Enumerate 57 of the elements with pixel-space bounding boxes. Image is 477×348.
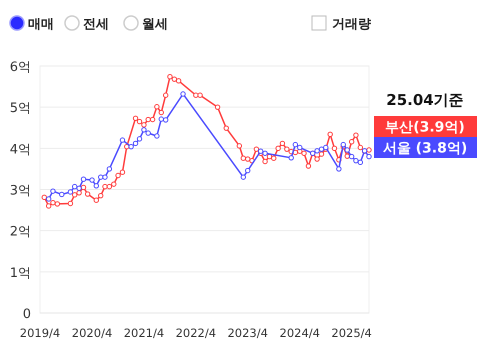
point: [128, 144, 134, 150]
point: [162, 117, 168, 123]
point: [348, 154, 354, 160]
point: [336, 166, 342, 172]
point: [288, 155, 294, 160]
x-tick-label: 2019/4: [20, 326, 60, 340]
point: [314, 148, 320, 154]
point: [68, 189, 74, 195]
text: 매매: [28, 17, 54, 32]
y-tick-label: 1억: [10, 266, 31, 281]
point: [102, 174, 108, 180]
point: [145, 130, 151, 136]
text: 월세: [142, 17, 168, 32]
y-tick-label: 0: [22, 307, 31, 322]
point: [59, 192, 64, 198]
x-tick-label: 2021/4: [124, 326, 164, 340]
point: [50, 188, 56, 194]
point: [318, 146, 324, 152]
text: 거래량: [332, 17, 371, 32]
point: [76, 186, 82, 191]
legend-title: 25.04기준: [386, 91, 464, 109]
point: [46, 196, 52, 202]
series-label: 부산(3.9억): [385, 120, 465, 136]
point: [245, 168, 250, 174]
y-tick-label: 2억: [10, 224, 31, 240]
y-tick-label: 3억: [10, 184, 31, 198]
x-tick-label: 2022/4: [176, 326, 216, 340]
point: [353, 158, 359, 164]
point: [94, 183, 100, 188]
point: [98, 174, 104, 180]
point: [240, 174, 246, 180]
point: [366, 154, 372, 160]
point: [106, 166, 112, 172]
point: [180, 91, 186, 97]
point: [136, 136, 142, 142]
point: [89, 177, 95, 183]
point: [120, 137, 126, 143]
y-tick-label: 4억: [10, 142, 31, 158]
text: 전세: [83, 17, 109, 32]
x-tick-label: 2024/4: [280, 326, 320, 340]
series-label: 서울 (3.8억): [382, 140, 468, 156]
point: [158, 116, 164, 122]
point: [292, 142, 298, 148]
y-tick-label: 6억: [10, 60, 31, 75]
x-tick-label: 2025/4: [331, 326, 372, 340]
y-tick-label: 5억: [10, 101, 31, 116]
point: [358, 160, 364, 166]
point: [80, 176, 86, 182]
point: [262, 150, 268, 156]
x-tick-label: 2020/4: [72, 326, 112, 340]
point: [297, 144, 302, 150]
point: [154, 133, 160, 139]
point: [344, 147, 350, 153]
point: [141, 127, 147, 133]
x-tick-label: 2023/4: [227, 326, 268, 340]
point: [72, 184, 78, 190]
point: [132, 140, 138, 146]
